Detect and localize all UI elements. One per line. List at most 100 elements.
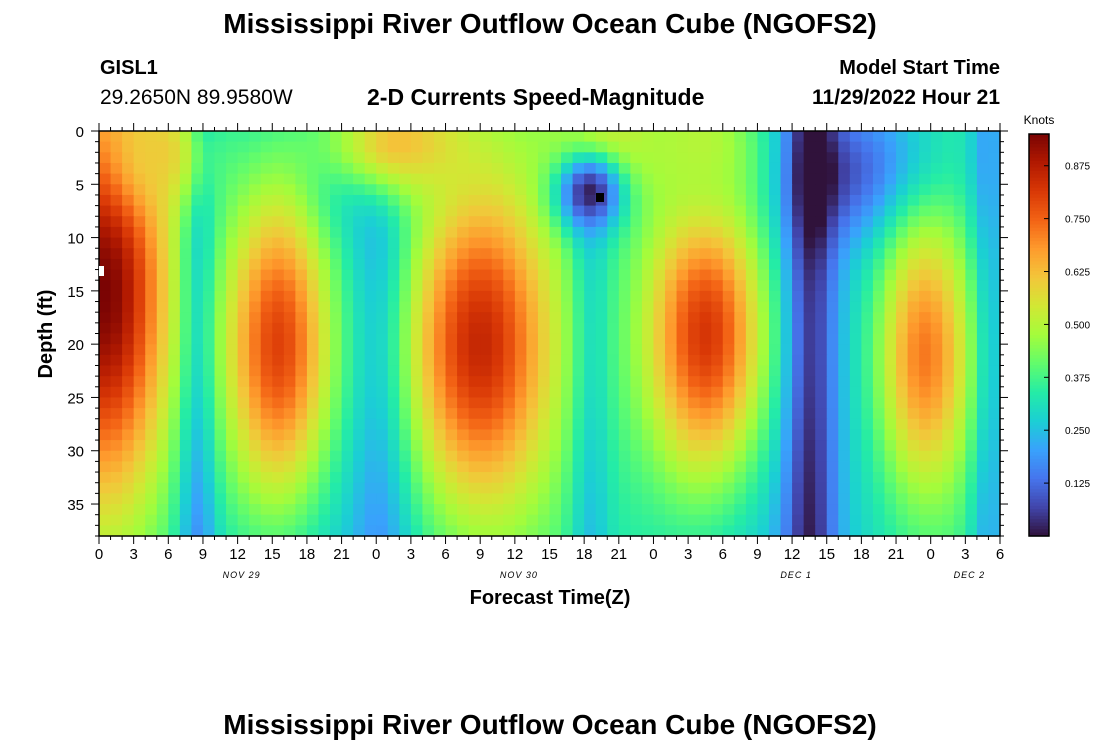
heatmap-cell	[341, 194, 354, 207]
heatmap-cell	[584, 280, 597, 292]
heatmap-cell	[965, 344, 978, 356]
heatmap-cell	[503, 237, 516, 249]
heatmap-cell	[237, 461, 250, 473]
heatmap-cell	[237, 194, 250, 207]
heatmap-cell	[168, 226, 181, 239]
heatmap-cell	[156, 269, 169, 281]
heatmap-cell	[364, 141, 377, 153]
heatmap-cell	[549, 269, 562, 281]
heatmap-cell	[457, 504, 470, 516]
heatmap-cell	[433, 173, 447, 185]
heatmap-cell	[145, 322, 158, 335]
heatmap-cell	[237, 482, 250, 494]
heatmap-cell	[815, 290, 828, 303]
heatmap-cell	[526, 397, 539, 409]
heatmap-cell	[168, 504, 181, 516]
colorbar-segment	[1029, 368, 1049, 373]
heatmap-cell	[341, 344, 354, 356]
heatmap-cell	[930, 258, 943, 271]
heatmap-cell	[122, 322, 135, 335]
heatmap-cell	[641, 376, 655, 388]
heatmap-cell	[272, 194, 285, 207]
heatmap-cell	[976, 269, 990, 281]
heatmap-cell	[584, 514, 597, 526]
heatmap-cell	[976, 418, 990, 431]
heatmap-cell	[133, 514, 146, 526]
heatmap-cell	[792, 248, 805, 260]
heatmap-cell	[283, 301, 296, 313]
heatmap-cell	[249, 152, 262, 164]
heatmap-cell	[283, 504, 296, 516]
heatmap-cell	[422, 216, 435, 228]
heatmap-cell	[849, 237, 862, 249]
heatmap-cell	[676, 184, 689, 196]
heatmap-cell	[422, 152, 435, 164]
heatmap-cell	[422, 258, 435, 271]
heatmap-cell	[768, 237, 782, 249]
heatmap-cell	[930, 461, 943, 473]
heatmap-cell	[249, 429, 262, 441]
heatmap-cell	[572, 312, 585, 324]
colorbar-segment	[1029, 371, 1049, 376]
heatmap-cell	[907, 514, 920, 526]
heatmap-cell	[561, 408, 574, 420]
heatmap-cell	[156, 162, 169, 175]
heatmap-cell	[803, 440, 816, 452]
heatmap-cell	[699, 258, 712, 271]
heatmap-cell	[815, 152, 828, 164]
heatmap-cell	[283, 386, 296, 399]
heatmap-cell	[630, 461, 643, 473]
x-tick-label: 9	[199, 546, 207, 563]
heatmap-cell	[537, 269, 551, 281]
heatmap-cell	[179, 237, 193, 249]
heatmap-cell	[988, 322, 1001, 335]
y-tick-label: 0	[76, 124, 84, 141]
colorbar-segment	[1029, 221, 1049, 226]
heatmap-cell	[537, 205, 551, 217]
heatmap-cell	[318, 365, 331, 377]
y-tick-label: 5	[76, 177, 84, 194]
heatmap-cell	[907, 472, 920, 484]
heatmap-cell	[803, 386, 816, 399]
colorbar-segment	[1029, 485, 1049, 490]
heatmap-cell	[214, 472, 227, 484]
heatmap-cell	[283, 226, 296, 239]
heatmap-cell	[272, 152, 285, 164]
heatmap-cell	[549, 450, 562, 462]
heatmap-cell	[214, 301, 227, 313]
heatmap-cell	[480, 290, 493, 303]
heatmap-cell	[584, 440, 597, 452]
heatmap-cell	[191, 141, 204, 153]
heatmap-cell	[595, 344, 608, 356]
heatmap-cell	[641, 216, 655, 228]
heatmap-cell	[514, 408, 527, 420]
heatmap-cell	[976, 322, 990, 335]
heatmap-cell	[480, 248, 493, 260]
heatmap-cell	[919, 269, 932, 281]
heatmap-cell	[688, 237, 701, 249]
heatmap-cell	[734, 472, 747, 484]
heatmap-cell	[734, 301, 747, 313]
heatmap-cell	[433, 162, 447, 175]
heatmap-cell	[237, 365, 250, 377]
heatmap-cell	[145, 280, 158, 292]
heatmap-cell	[630, 322, 643, 335]
heatmap-cell	[976, 173, 990, 185]
heatmap-cell	[283, 397, 296, 409]
heatmap-cell	[930, 237, 943, 249]
heatmap-cell	[202, 525, 216, 537]
heatmap-cell	[872, 184, 886, 196]
heatmap-cell	[641, 482, 655, 494]
heatmap-cell	[826, 301, 839, 313]
heatmap-cell	[780, 386, 793, 399]
heatmap-cell	[179, 461, 193, 473]
heatmap-cell	[537, 141, 551, 153]
heatmap-cell	[353, 216, 366, 228]
heatmap-cell	[283, 429, 296, 441]
heatmap-cell	[376, 504, 389, 516]
heatmap-cell	[491, 344, 504, 356]
heatmap-cell	[330, 482, 343, 494]
heatmap-cell	[179, 386, 193, 399]
heatmap-cell	[202, 514, 216, 526]
heatmap-cell	[249, 418, 262, 431]
